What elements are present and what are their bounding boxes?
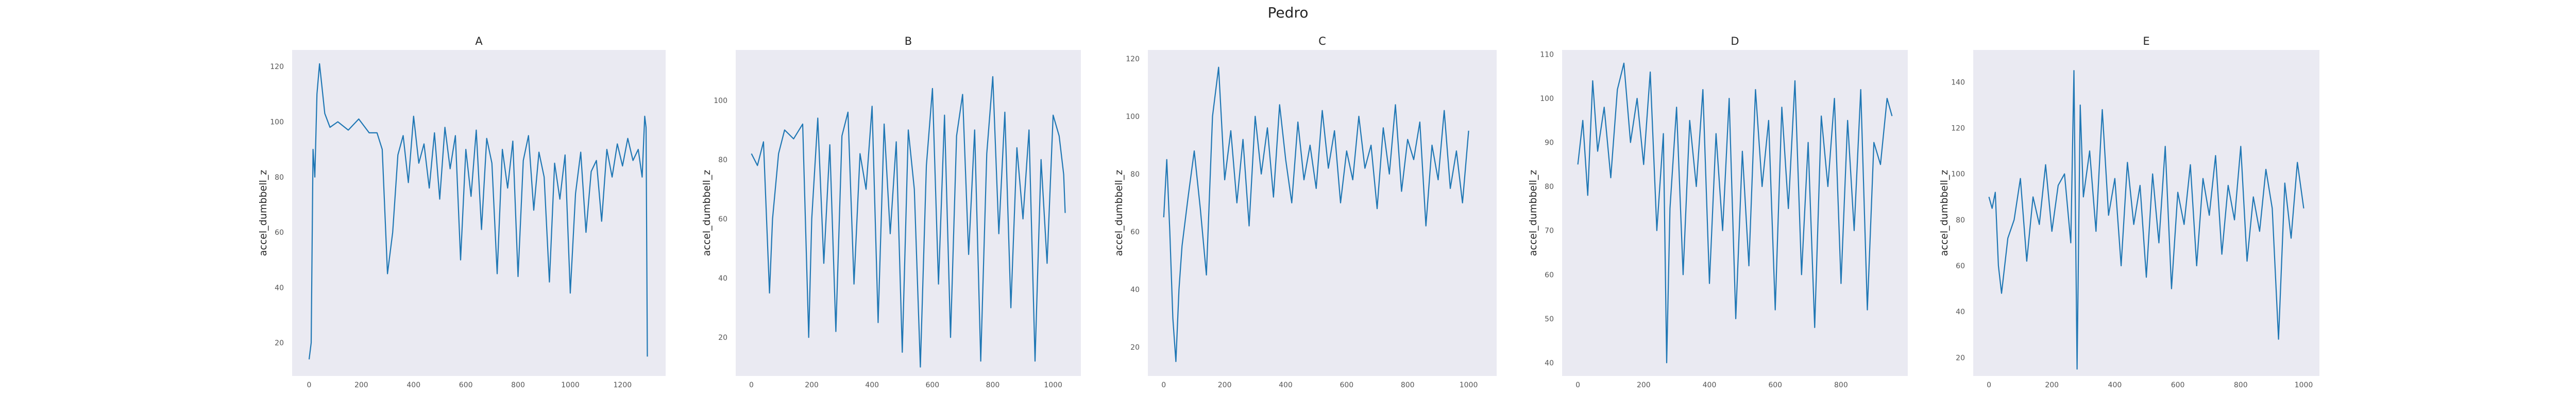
y-axis-label: accel_dumbbell_z bbox=[258, 170, 269, 256]
x-tick-label: 1000 bbox=[1044, 381, 1062, 389]
x-tick-label: 200 bbox=[1637, 381, 1651, 389]
y-tick-label: 100 bbox=[1126, 113, 1140, 121]
y-tick-label: 100 bbox=[714, 97, 727, 105]
x-tick-label: 0 bbox=[1575, 381, 1580, 389]
x-tick-label: 0 bbox=[749, 381, 754, 389]
x-tick-label: 800 bbox=[2234, 381, 2248, 389]
plot-area bbox=[292, 50, 666, 376]
y-tick-label: 120 bbox=[270, 63, 284, 71]
panel-title: D bbox=[1731, 35, 1739, 47]
y-tick-label: 90 bbox=[1545, 139, 1554, 147]
series-line bbox=[1163, 66, 1469, 363]
y-tick-label: 80 bbox=[1956, 216, 1965, 225]
x-tick-label: 800 bbox=[1401, 381, 1415, 389]
y-tick-label: 40 bbox=[1956, 308, 1965, 316]
x-tick-label: 400 bbox=[406, 381, 420, 389]
y-tick-label: 20 bbox=[1956, 354, 1965, 362]
series-line bbox=[308, 63, 648, 359]
plot-area bbox=[1562, 50, 1908, 376]
x-tick-label: 400 bbox=[1279, 381, 1293, 389]
x-tick-label: 600 bbox=[2171, 381, 2185, 389]
y-tick-label: 80 bbox=[1545, 183, 1554, 191]
y-tick-label: 140 bbox=[1951, 78, 1965, 87]
x-tick-label: 800 bbox=[986, 381, 1000, 389]
x-tick-label: 1000 bbox=[1460, 381, 1478, 389]
x-tick-label: 0 bbox=[1161, 381, 1166, 389]
y-tick-label: 60 bbox=[1545, 271, 1554, 279]
x-tick-label: 400 bbox=[2108, 381, 2122, 389]
y-axis-label: accel_dumbbell_z bbox=[1528, 170, 1539, 256]
y-tick-label: 100 bbox=[1951, 170, 1965, 179]
y-axis-label: accel_dumbbell_z bbox=[1939, 170, 1950, 256]
y-tick-label: 120 bbox=[1126, 55, 1140, 63]
x-tick-label: 200 bbox=[805, 381, 819, 389]
y-tick-label: 50 bbox=[1545, 315, 1554, 323]
y-axis-label: accel_dumbbell_z bbox=[701, 170, 713, 256]
x-tick-label: 600 bbox=[1768, 381, 1782, 389]
y-tick-label: 40 bbox=[718, 274, 727, 283]
x-tick-label: 600 bbox=[925, 381, 939, 389]
y-tick-label: 20 bbox=[718, 334, 727, 342]
panel-title: E bbox=[2143, 35, 2149, 47]
figure-title: Pedro bbox=[1268, 4, 1309, 21]
x-tick-label: 400 bbox=[865, 381, 879, 389]
x-tick-label: 200 bbox=[354, 381, 368, 389]
x-tick-label: 0 bbox=[1987, 381, 1991, 389]
x-tick-label: 200 bbox=[1218, 381, 1232, 389]
y-tick-label: 40 bbox=[1130, 286, 1140, 294]
y-tick-label: 100 bbox=[1540, 95, 1554, 103]
y-tick-label: 110 bbox=[1540, 51, 1554, 59]
x-tick-label: 600 bbox=[459, 381, 473, 389]
plot-area bbox=[1973, 50, 2319, 376]
y-tick-label: 60 bbox=[1956, 262, 1965, 270]
series-line bbox=[1988, 70, 2304, 370]
y-tick-label: 120 bbox=[1951, 125, 1965, 133]
x-tick-label: 1200 bbox=[614, 381, 632, 389]
y-tick-label: 40 bbox=[275, 284, 284, 292]
x-tick-label: 1000 bbox=[561, 381, 580, 389]
y-tick-label: 20 bbox=[1130, 344, 1140, 352]
x-tick-label: 200 bbox=[2045, 381, 2059, 389]
y-tick-label: 60 bbox=[718, 215, 727, 224]
y-tick-label: 70 bbox=[1545, 227, 1554, 235]
y-tick-label: 100 bbox=[270, 118, 284, 126]
x-tick-label: 800 bbox=[511, 381, 525, 389]
x-tick-label: 0 bbox=[307, 381, 311, 389]
plot-area bbox=[736, 50, 1081, 376]
series-line bbox=[1577, 62, 1893, 364]
x-tick-label: 400 bbox=[1703, 381, 1717, 389]
y-tick-label: 20 bbox=[275, 339, 284, 348]
y-axis-label: accel_dumbbell_z bbox=[1113, 170, 1125, 256]
panel-title: B bbox=[905, 35, 912, 47]
y-tick-label: 80 bbox=[718, 156, 727, 164]
plot-area bbox=[1148, 50, 1497, 376]
y-tick-label: 60 bbox=[1130, 228, 1140, 236]
panel-title: A bbox=[475, 35, 483, 47]
x-tick-label: 800 bbox=[1834, 381, 1848, 389]
series-line bbox=[751, 76, 1066, 368]
y-tick-label: 40 bbox=[1545, 359, 1554, 367]
y-tick-label: 80 bbox=[275, 174, 284, 182]
y-tick-label: 80 bbox=[1130, 170, 1140, 179]
x-tick-label: 1000 bbox=[2295, 381, 2313, 389]
x-tick-label: 600 bbox=[1340, 381, 1353, 389]
y-tick-label: 60 bbox=[275, 229, 284, 237]
panel-title: C bbox=[1318, 35, 1326, 47]
